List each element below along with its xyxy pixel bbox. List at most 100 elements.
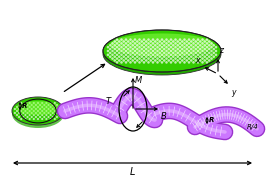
Circle shape [127,48,130,50]
Circle shape [120,38,123,41]
Circle shape [154,52,157,54]
Circle shape [188,42,190,45]
Circle shape [194,59,197,62]
Circle shape [199,59,202,62]
Circle shape [118,52,120,54]
Circle shape [149,52,152,54]
Circle shape [140,48,143,50]
Circle shape [210,57,213,60]
Circle shape [114,44,116,47]
Circle shape [168,44,170,47]
Circle shape [114,59,116,62]
Circle shape [152,53,154,56]
Circle shape [140,44,143,47]
Circle shape [165,38,168,41]
Circle shape [145,59,148,62]
Circle shape [176,55,179,58]
Circle shape [161,53,163,56]
Circle shape [179,50,181,52]
Circle shape [47,116,49,118]
Circle shape [120,53,123,56]
Circle shape [192,38,195,41]
Circle shape [201,61,204,64]
Circle shape [111,46,114,49]
Circle shape [152,38,154,41]
Ellipse shape [110,33,214,57]
Circle shape [129,42,132,45]
Circle shape [152,50,154,52]
Circle shape [210,42,213,45]
Circle shape [37,106,39,108]
Circle shape [206,57,208,60]
Circle shape [156,46,159,49]
Circle shape [125,57,127,60]
Circle shape [197,53,199,56]
Circle shape [174,61,177,64]
Circle shape [208,55,211,58]
Circle shape [58,110,60,112]
Circle shape [170,38,172,41]
Circle shape [24,106,27,108]
Circle shape [120,50,123,52]
Circle shape [43,108,45,110]
Circle shape [176,48,179,50]
Circle shape [168,48,170,50]
Circle shape [174,53,177,56]
Circle shape [131,55,134,58]
Circle shape [109,44,111,47]
Circle shape [183,42,186,45]
Circle shape [125,61,127,64]
Circle shape [24,110,27,112]
Circle shape [39,116,41,118]
Circle shape [58,114,60,116]
Circle shape [35,104,37,106]
Circle shape [213,55,215,58]
Circle shape [147,61,150,64]
Circle shape [56,104,58,106]
Circle shape [179,53,181,56]
Circle shape [140,55,143,58]
Circle shape [22,104,24,106]
Circle shape [215,53,217,56]
Circle shape [134,42,136,45]
Circle shape [147,57,150,60]
Circle shape [16,106,18,108]
Circle shape [197,61,199,64]
Circle shape [122,52,125,54]
Circle shape [168,40,170,43]
Circle shape [31,108,33,110]
Circle shape [111,57,114,60]
Circle shape [39,104,41,106]
Circle shape [54,110,56,112]
Circle shape [22,116,24,118]
Circle shape [60,112,62,114]
Circle shape [131,59,134,62]
Circle shape [183,50,186,52]
Circle shape [213,52,215,54]
Circle shape [185,40,188,43]
Circle shape [174,42,177,45]
Circle shape [49,106,52,108]
Circle shape [18,116,20,118]
Circle shape [45,114,48,116]
Circle shape [26,104,29,106]
Circle shape [120,61,123,64]
Circle shape [33,118,35,120]
Circle shape [138,57,141,60]
Circle shape [136,52,139,54]
Circle shape [159,55,161,58]
Circle shape [138,38,141,41]
Circle shape [28,118,31,120]
Circle shape [174,38,177,41]
Circle shape [120,46,123,49]
Circle shape [41,102,43,104]
Circle shape [52,104,54,106]
Circle shape [176,40,179,43]
Circle shape [185,48,188,50]
Circle shape [215,50,217,52]
Circle shape [122,55,125,58]
Circle shape [181,59,184,62]
Circle shape [183,57,186,60]
Circle shape [197,42,199,45]
Circle shape [161,46,163,49]
